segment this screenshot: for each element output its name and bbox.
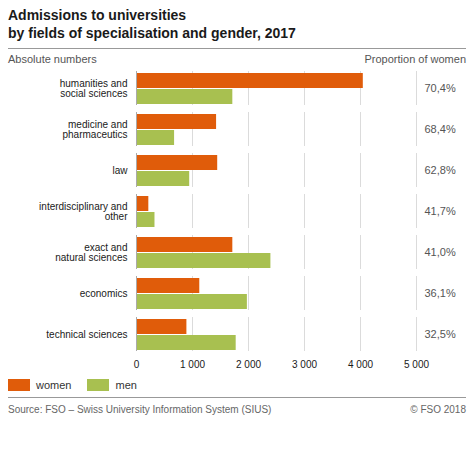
svg-text:36,1%: 36,1%	[425, 287, 456, 299]
svg-text:interdisciplinary andother: interdisciplinary andother	[39, 201, 128, 222]
html-text:Absolute numbers: Absolute numbers	[8, 53, 97, 65]
svg-text:5 000: 5 000	[404, 359, 429, 370]
svg-text:41,7%: 41,7%	[425, 205, 456, 217]
svg-text:70,4%: 70,4%	[425, 82, 456, 94]
svg-text:medicine andpharmaceutics: medicine andpharmaceutics	[62, 119, 127, 140]
svg-text:economics: economics	[80, 288, 128, 299]
svg-text:41,0%: 41,0%	[425, 246, 456, 258]
svg-text:4 000: 4 000	[348, 359, 373, 370]
html-text:men: men	[115, 379, 137, 391]
html-text:women: women	[36, 379, 72, 391]
svg-text:0: 0	[134, 359, 140, 370]
html-text:by fields of specialisation an: by fields of specialisation and gender, …	[8, 25, 296, 41]
html-text:Source: FSO – Swiss University: Source: FSO – Swiss University Informati…	[8, 404, 272, 415]
svg-text:68,4%: 68,4%	[425, 123, 456, 135]
svg-text:exact andnatural sciences: exact andnatural sciences	[55, 242, 127, 263]
svg-text:law: law	[112, 165, 128, 176]
svg-text:32,5%: 32,5%	[425, 328, 456, 340]
svg-text:humanities andsocial sciences: humanities andsocial sciences	[60, 78, 128, 99]
svg-text:2 000: 2 000	[236, 359, 261, 370]
svg-text:62,8%: 62,8%	[425, 164, 456, 176]
html-text:© FSO 2018: © FSO 2018	[410, 404, 466, 415]
svg-text:1 000: 1 000	[180, 359, 205, 370]
svg-text:3 000: 3 000	[292, 359, 317, 370]
html-text:Proportion of women: Proportion of women	[364, 53, 466, 65]
html-text:Admissions to universities: Admissions to universities	[8, 7, 187, 23]
svg-text:technical sciences: technical sciences	[46, 329, 127, 340]
